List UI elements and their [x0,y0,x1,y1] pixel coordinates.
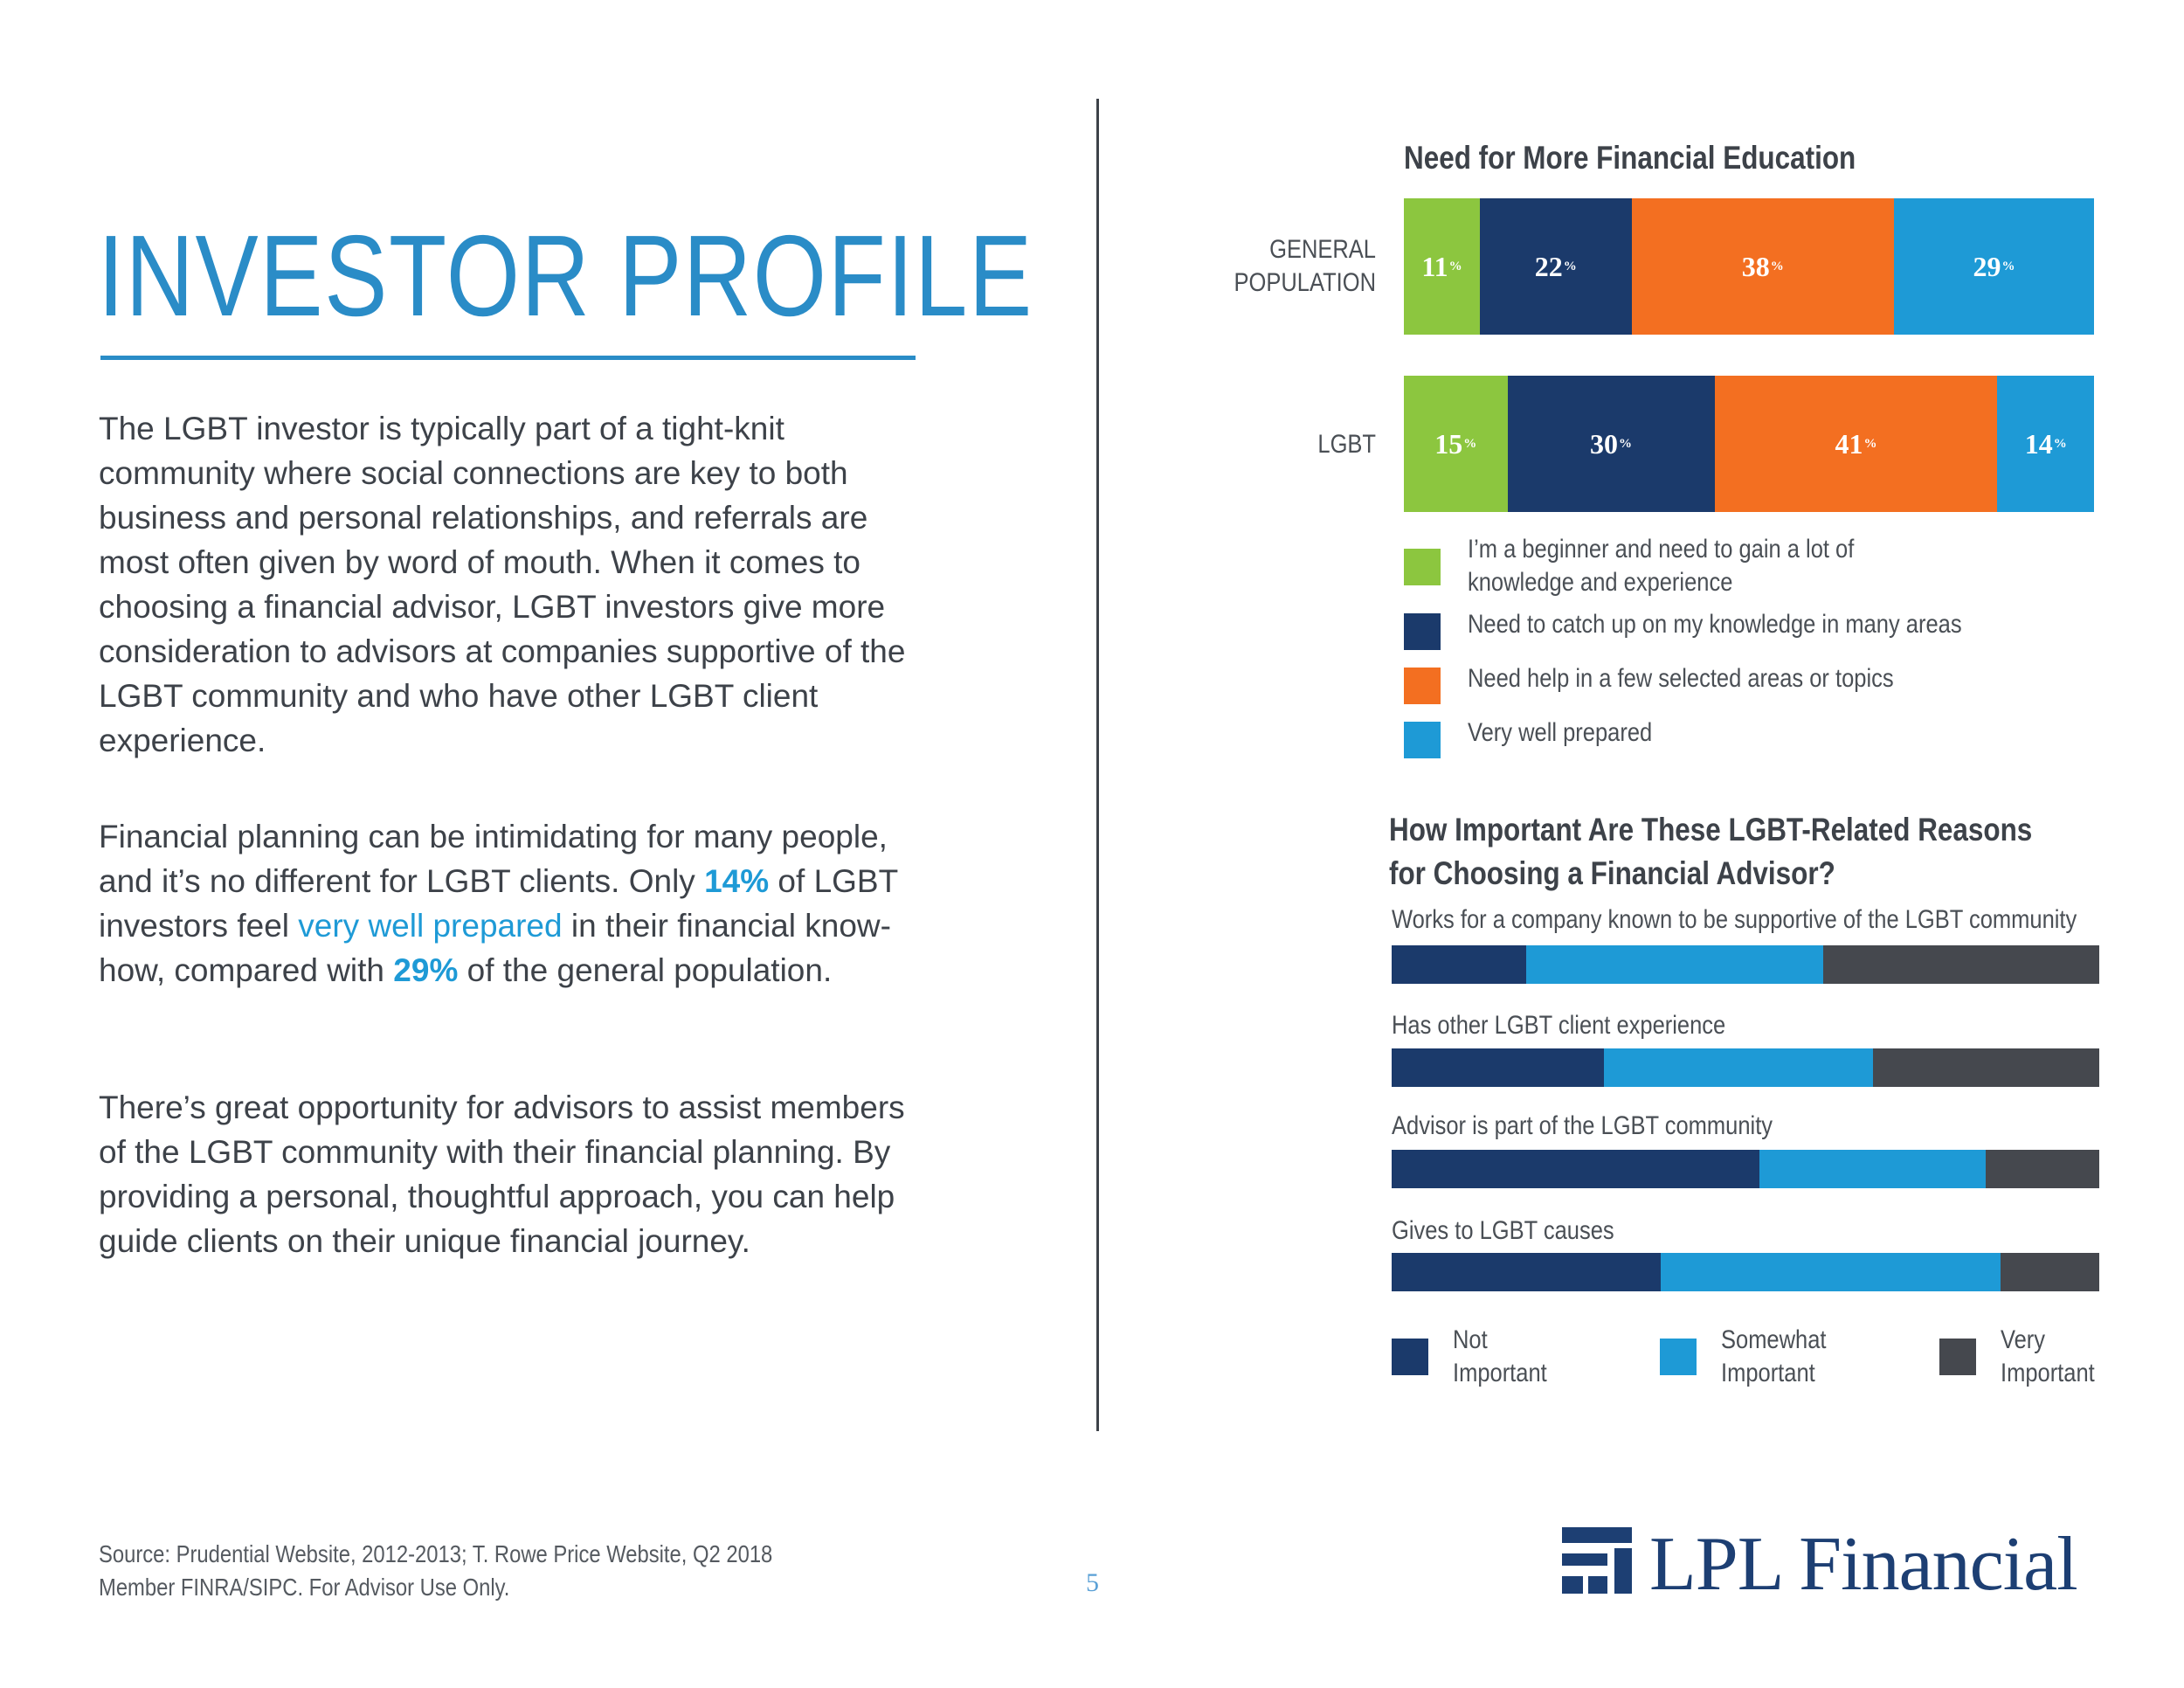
stat-general-percent: 29% [393,952,459,988]
planning-text-3: in their financial know-how, compared wi… [99,908,891,988]
title-underline [100,356,916,360]
legend-label-line: Important [2001,1359,2095,1387]
chart-title-education: Need for More Financial Education [1404,140,1856,176]
legend-label-line: Very [2001,1325,2046,1354]
bar-segment: 30% [1507,376,1715,512]
planning-text-2: of LGBT investors feel [99,863,898,944]
category-label: Gives to LGBT causes [1392,1216,1614,1245]
legend-label: Need to catch up on my knowledge in many… [1468,608,1962,641]
intro-paragraph: The LGBT investor is typically part of a… [99,411,906,758]
legend-label-line: Somewhat [1721,1325,1827,1354]
data-label: 30% [1590,427,1632,460]
bar-segment [1392,1150,1760,1188]
bar-segment: 41% [1714,376,1998,512]
bar-segment: 11% [1404,198,1480,335]
legend-label-line: Important [1453,1359,1547,1387]
stat-lgbt-percent: 14% [704,863,770,899]
data-label: 38% [1741,250,1784,282]
data-label: 11% [1421,250,1462,282]
chart-title-reasons: How Important Are These LGBT-Related Rea… [1389,808,2032,896]
chart-title-line: How Important Are These LGBT-Related Rea… [1389,812,2033,847]
row-label: GENERAL POPULATION [1231,233,1376,300]
bar-segment [1392,945,1526,984]
legend-swatch [1939,1339,1976,1375]
data-label: 41% [1835,427,1877,460]
source-note: Source: Prudential Website, 2012-2013; T… [99,1538,772,1604]
category-label: Has other LGBT client experience [1392,1011,1726,1040]
legend-swatch [1404,668,1441,704]
reasons-chart: Works for a company known to be supporti… [1392,905,2099,1390]
bar-segment [2000,1253,2099,1291]
bar-segment [1759,1150,1987,1188]
lpl-logo-text: LPL Financial [1649,1522,2078,1607]
source-line: Source: Prudential Website, 2012-2013; T… [99,1540,773,1567]
planning-paragraph: Financial planning can be intimidating f… [99,814,911,993]
row-label-line: LGBT [1317,430,1376,459]
bar-segment: 38% [1631,198,1894,335]
bar-segment [1392,1048,1604,1087]
page-title: INVESTOR PROFILE [98,211,1033,340]
column-divider [1096,99,1099,1431]
bar-segment [1604,1048,1873,1087]
legend-label-line: knowledge and experience [1468,568,1733,597]
bar-segment [1525,945,1824,984]
data-label: 29% [1973,250,2015,282]
bar-segment [1660,1253,2001,1291]
data-label: 22% [1534,250,1577,282]
legend-swatch [1660,1339,1697,1375]
legend-swatch [1392,1339,1428,1375]
opportunity-paragraph: There’s great opportunity for advisors t… [99,1090,905,1259]
data-label: 14% [2024,427,2067,460]
legend-swatch [1404,549,1441,585]
page-number: 5 [1086,1568,1099,1597]
row-label: LGBT [1231,428,1376,461]
education-chart: GENERAL POPULATION 11% 22% 38% 29% LGBT 15% 30% 4… [0,0,2184,786]
legend-label: Somewhat Important [1721,1324,1826,1390]
legend-swatch [1404,722,1441,758]
bar-segment [1986,1150,2099,1188]
row-label-line: POPULATION [1234,268,1376,297]
planning-text-1: Financial planning can be intimidating f… [99,819,888,899]
legend-label-line: Important [1721,1359,1815,1387]
bar-segment [1823,945,2099,984]
bar-segment: 15% [1404,376,1508,512]
stat-highlight-phrase: very well prepared [298,908,563,944]
disclosure-line: Member FINRA/SIPC. For Advisor Use Only. [99,1574,510,1601]
bar-segment [1392,1253,1661,1291]
planning-text-4: of the general population. [458,952,833,988]
category-label: Works for a company known to be supporti… [1392,905,2077,934]
legend-label: Very Important [2001,1324,2095,1390]
lpl-logo-icon [1562,1527,1632,1594]
legend-label: Very well prepared [1468,716,1652,750]
legend-swatch [1404,613,1441,650]
legend-label: I’m a beginner and need to gain a lot of… [1468,533,1854,599]
legend-label-line: Need help in a few selected areas or top… [1468,664,1894,693]
legend-label: Not Important [1453,1324,1547,1390]
bar-segment: 29% [1893,198,2094,335]
bar-segment: 22% [1479,198,1632,335]
legend-label-line: Not [1453,1325,1488,1354]
bar-segment [1872,1048,2099,1087]
chart-title-line: for Choosing a Financial Advisor? [1389,855,1835,891]
data-label: 15% [1434,427,1477,460]
category-label: Advisor is part of the LGBT community [1392,1111,1773,1140]
row-label-line: GENERAL [1269,235,1376,264]
legend-label: Need help in a few selected areas or top… [1468,662,1894,695]
bar-segment: 14% [1997,376,2094,512]
legend-label-line: I’m a beginner and need to gain a lot of [1468,535,1855,564]
legend-label-line: Very well prepared [1468,718,1653,747]
legend-label-line: Need to catch up on my knowledge in many… [1468,610,1962,639]
